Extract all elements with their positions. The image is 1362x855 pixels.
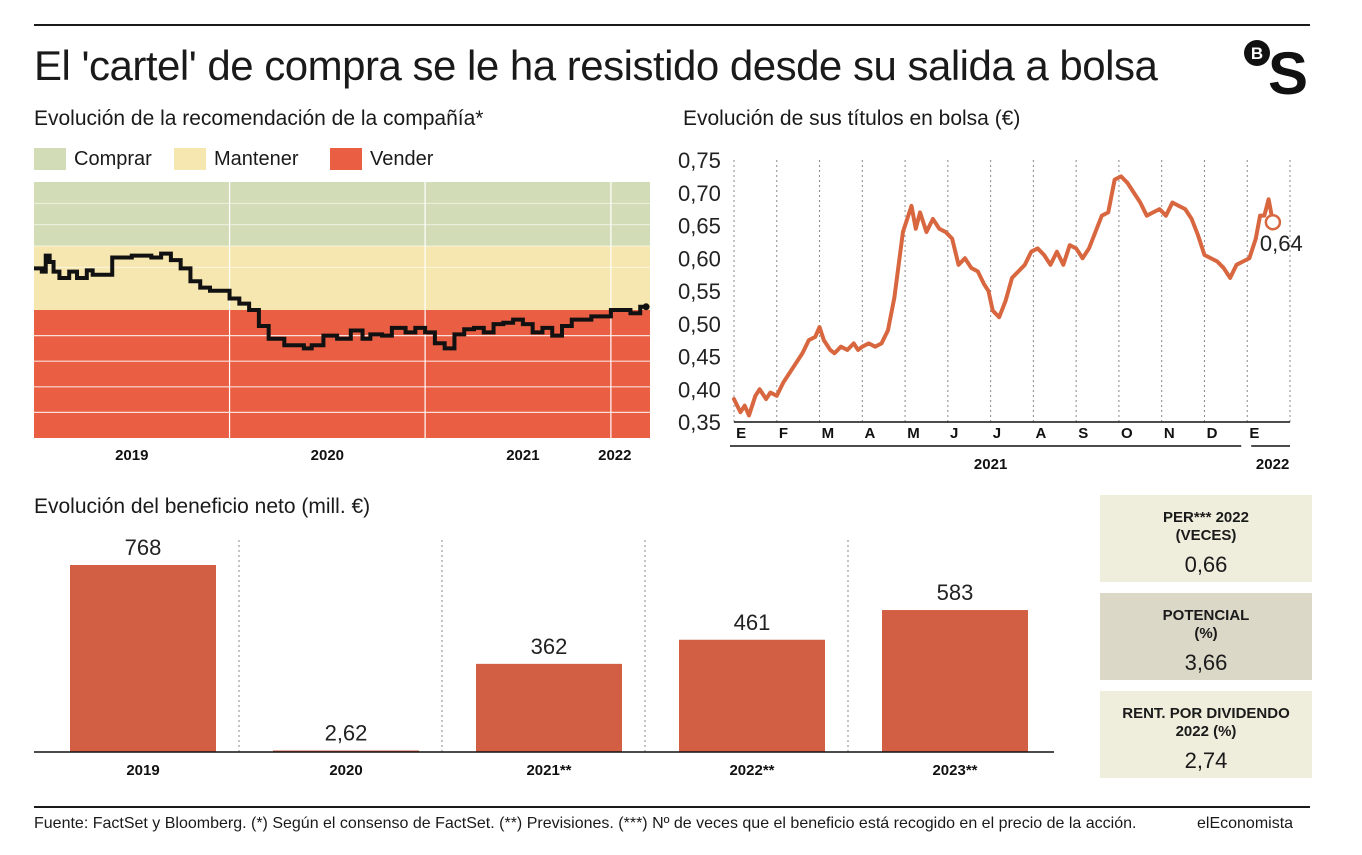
stock-chart: 0,35 0,40 0,45 0,50 0,55 0,60 0,65 0,70 0,75 E F M A… xyxy=(678,148,1303,473)
kpi-per-label-line1: PER*** 2022 xyxy=(1163,509,1249,526)
page-title: El 'cartel' de compra se le ha resistido… xyxy=(34,42,1158,89)
legend-swatch-comprar xyxy=(34,148,66,170)
x-tick-label: E xyxy=(736,425,746,442)
legend-label-vender: Vender xyxy=(370,148,434,170)
y-tick-label: 0,35 xyxy=(678,410,721,435)
recommendation-chart: 2019 2020 2021 2022 xyxy=(34,182,650,464)
kpi-potencial-label: POTENCIAL (%) xyxy=(1100,593,1312,643)
x-tick-label: M xyxy=(822,425,835,442)
y-tick-label: 0,75 xyxy=(678,148,721,173)
x-tick-label: 2020 xyxy=(329,762,362,779)
kpi-per: PER*** 2022 (VECES) 0,66 xyxy=(1100,495,1312,582)
legend-label-comprar: Comprar xyxy=(74,148,152,170)
bar-value-label: 583 xyxy=(937,580,974,605)
y-tick-label: 0,60 xyxy=(678,246,721,271)
brand-logo: B S xyxy=(1244,40,1308,98)
band-vender xyxy=(34,310,650,438)
recommendation-subtitle: Evolución de la recomendación de la comp… xyxy=(34,107,484,130)
profit-subtitle: Evolución del beneficio neto (mill. €) xyxy=(34,495,371,518)
footer-source: Fuente: FactSet y Bloomberg. (*) Según e… xyxy=(34,815,1137,832)
kpi-dividendo-label-line1: RENT. POR DIVIDENDO xyxy=(1122,705,1290,722)
legend-label-mantener: Mantener xyxy=(214,148,299,170)
profit-chart: 768 2019 2,62 2020 362 2021** 461 2022** 583 2023… xyxy=(34,535,1054,779)
bar xyxy=(882,610,1028,752)
kpi-potencial: POTENCIAL (%) 3,66 xyxy=(1100,593,1312,680)
x-tick-label: 2020 xyxy=(311,447,344,464)
kpi-dividendo: RENT. POR DIVIDENDO 2022 (%) 2,74 xyxy=(1100,691,1312,778)
year-label: 2022 xyxy=(1256,456,1289,473)
bar-value-label: 362 xyxy=(531,634,568,659)
x-tick-label: A xyxy=(1036,425,1047,442)
x-tick-label: 2021** xyxy=(526,762,571,779)
kpi-potencial-label-line1: POTENCIAL xyxy=(1162,607,1250,624)
bar-value-label: 461 xyxy=(734,610,771,635)
y-tick-label: 0,40 xyxy=(678,377,721,402)
stock-last-point xyxy=(1264,213,1282,231)
year-label: 2021 xyxy=(974,456,1007,473)
legend-swatch-mantener xyxy=(174,148,206,170)
y-tick-label: 0,50 xyxy=(678,312,721,337)
footer-brand: elEconomista xyxy=(1197,815,1294,832)
stock-last-value-label: 0,64 xyxy=(1260,231,1303,256)
y-tick-label: 0,55 xyxy=(678,279,721,304)
logo-small-letter: B xyxy=(1251,44,1263,63)
x-tick-label: J xyxy=(993,425,1001,442)
x-tick-label: A xyxy=(864,425,875,442)
x-tick-label: 2019 xyxy=(115,447,148,464)
x-tick-label: S xyxy=(1078,425,1088,442)
kpi-potencial-value: 3,66 xyxy=(1184,650,1228,675)
y-tick-label: 0,45 xyxy=(678,345,721,370)
band-comprar xyxy=(34,182,650,246)
recommendation-last-point xyxy=(642,303,650,311)
kpi-potencial-label-line2: (%) xyxy=(1194,625,1218,642)
x-tick-label: F xyxy=(779,425,788,442)
stock-subtitle: Evolución de sus títulos en bolsa (€) xyxy=(683,107,1021,130)
x-tick-label: 2022 xyxy=(598,447,631,464)
bar-value-label: 768 xyxy=(125,535,162,560)
kpi-per-label: PER*** 2022 (VECES) xyxy=(1100,495,1312,545)
kpi-dividendo-value: 2,74 xyxy=(1184,748,1228,773)
stock-series-line xyxy=(732,174,1275,418)
x-tick-label: M xyxy=(907,425,920,442)
x-tick-label: 2021 xyxy=(506,447,539,464)
x-tick-label: J xyxy=(950,425,958,442)
bar xyxy=(679,639,825,752)
legend-swatch-vender xyxy=(330,148,362,170)
x-tick-label: O xyxy=(1121,425,1133,442)
x-tick-label: N xyxy=(1164,425,1175,442)
x-tick-label: 2023** xyxy=(932,762,977,779)
bar xyxy=(70,565,216,752)
x-tick-label: 2022** xyxy=(729,762,774,779)
logo-big-letter: S xyxy=(1268,40,1308,98)
bottom-rule xyxy=(34,806,1310,808)
bar xyxy=(476,663,622,752)
x-tick-label: E xyxy=(1249,425,1259,442)
kpi-per-value: 0,66 xyxy=(1184,552,1228,577)
x-tick-label: 2019 xyxy=(126,762,159,779)
recommendation-series-line xyxy=(34,251,647,351)
bar-value-label: 2,62 xyxy=(325,721,368,746)
x-tick-label: D xyxy=(1207,425,1218,442)
top-rule xyxy=(34,24,1310,26)
kpi-per-label-line2: (VECES) xyxy=(1175,527,1237,544)
kpi-dividendo-label-line2: 2022 (%) xyxy=(1175,723,1237,740)
kpi-dividendo-label: RENT. POR DIVIDENDO 2022 (%) xyxy=(1100,691,1312,741)
y-tick-label: 0,65 xyxy=(678,214,721,239)
y-tick-label: 0,70 xyxy=(678,181,721,206)
